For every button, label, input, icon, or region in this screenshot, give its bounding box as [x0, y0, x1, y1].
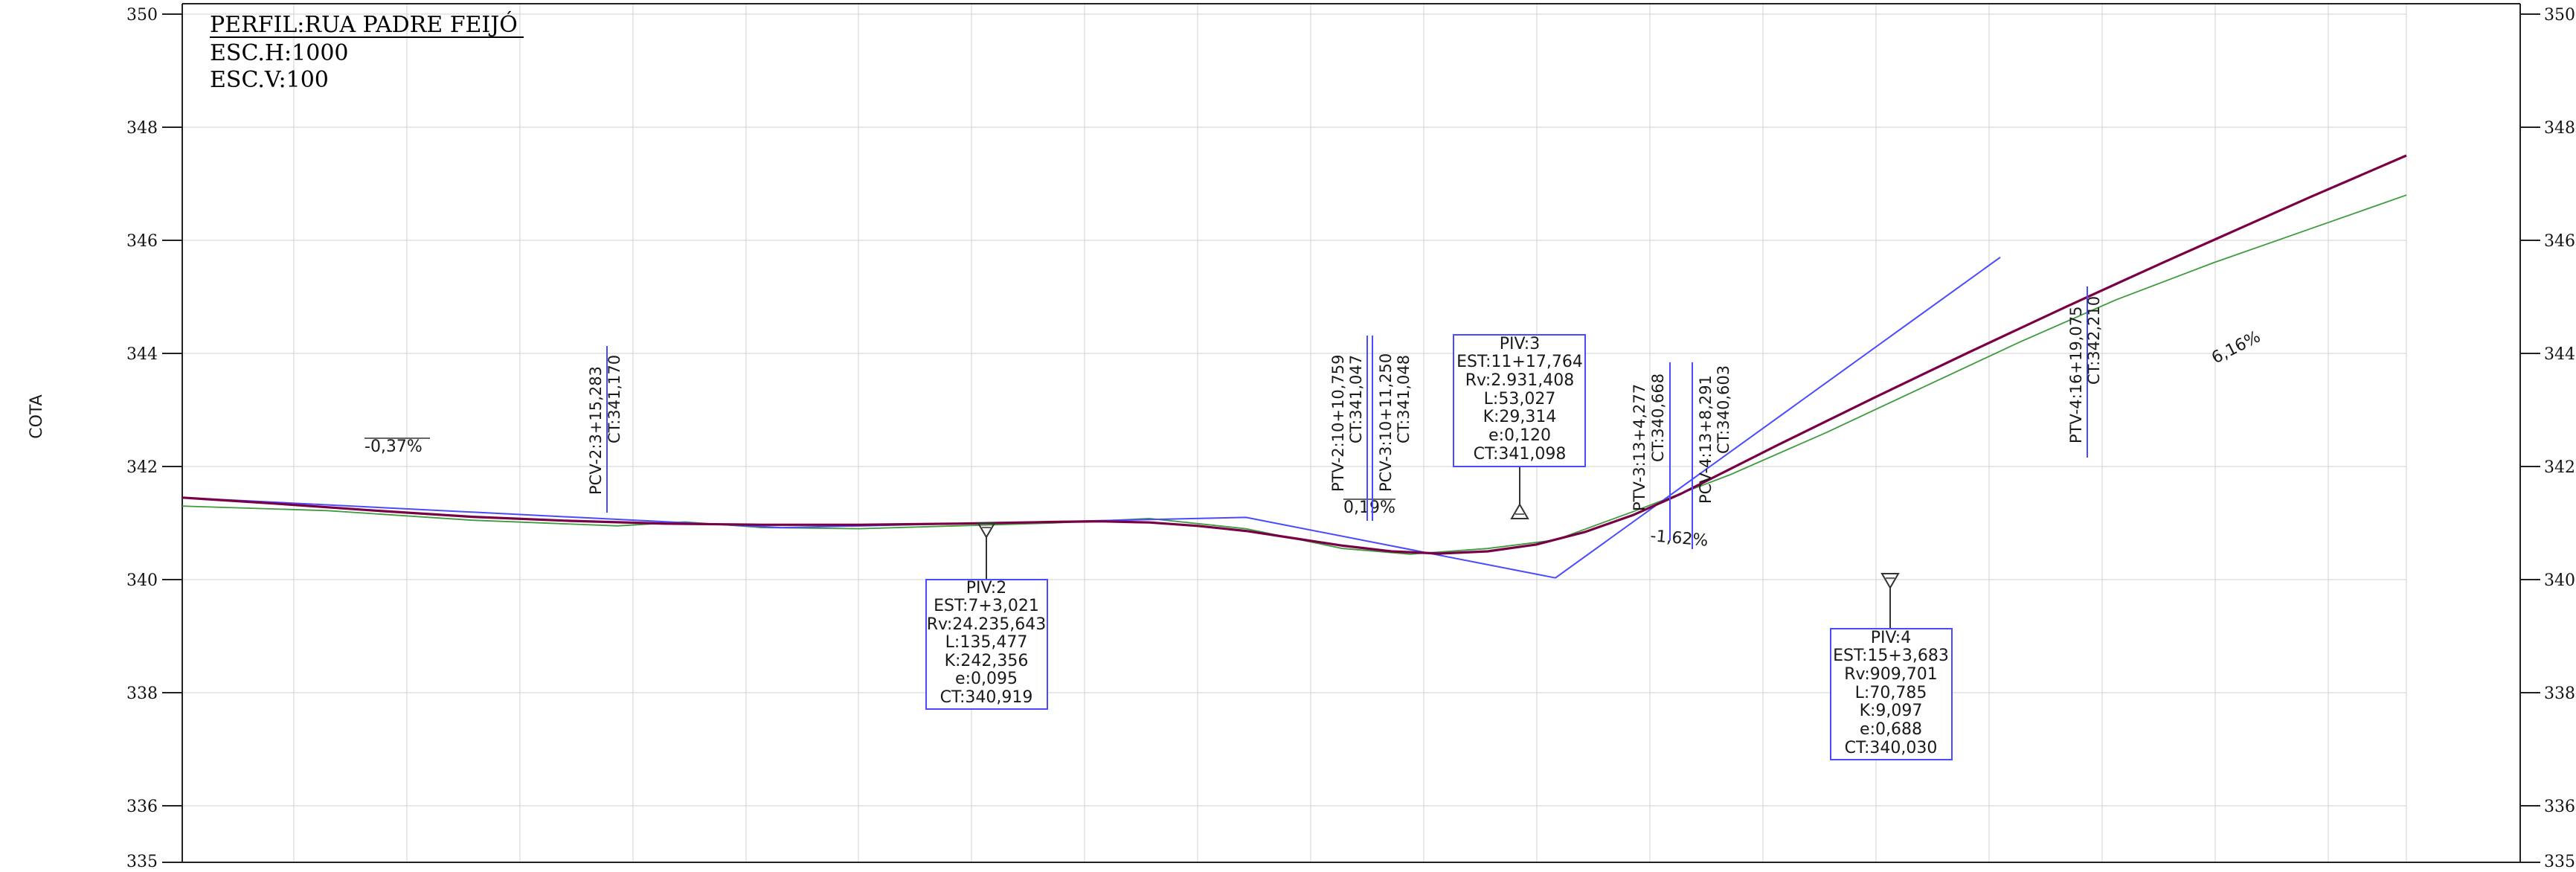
pcv2-station: PCV-2:3+15,283 [587, 366, 605, 495]
title-block: PERFIL:RUA PADRE FEIJÓ ESC.H:1000 ESC.V:… [210, 11, 524, 93]
piv4-line: L:70,785 [1855, 684, 1927, 702]
tick-label-right: 346 [2544, 232, 2575, 251]
tick-label-left: 342 [126, 458, 158, 477]
piv4-line: e:0,688 [1860, 720, 1922, 739]
piv3-box: PIV:3 EST:11+17,764 Rv:2.931,408 L:53,02… [1453, 334, 1586, 467]
ptv4-station: PTV-4:16+19,075 [2067, 307, 2085, 443]
piv3-line: EST:11+17,764 [1456, 353, 1583, 371]
tick-label-right: 342 [2544, 458, 2575, 477]
piv3-line: CT:341,098 [1474, 445, 1567, 464]
tick-label-left: 340 [126, 571, 158, 590]
piv4-line: PIV:4 [1871, 629, 1911, 647]
pcv3-elevation: CT:341,048 [1395, 355, 1413, 443]
tick-label-right: 338 [2544, 685, 2575, 703]
grade-label: -1,62% [1649, 527, 1709, 551]
tick-label-left: 346 [126, 232, 158, 251]
piv3-line: Rv:2.931,408 [1465, 371, 1574, 390]
piv2-box: PIV:2 EST:7+3,021 Rv:24.235,643 L:135,47… [925, 579, 1048, 710]
pcv2-elevation: CT:341,170 [606, 355, 623, 443]
y-axis-label: COTA [28, 394, 46, 438]
piv2-line: CT:340,919 [940, 688, 1033, 707]
grade-label: 0,19% [1343, 498, 1395, 517]
series-layer [182, 154, 2407, 579]
piv2-triangle-icon [977, 522, 996, 539]
ptv2-station: PTV-2:10+10,759 [1329, 355, 1347, 492]
piv2-line: PIV:2 [966, 579, 1006, 597]
grade-label: 6,16% [2209, 327, 2264, 368]
pcv4-station: PCV-4:13+8,291 [1697, 375, 1715, 504]
piv4-line: K:9,097 [1860, 702, 1923, 720]
piv2-box-frame [925, 579, 1048, 710]
ptv3-station: PTV-3:13+4,277 [1631, 384, 1648, 511]
tick-label-left: 348 [126, 119, 158, 138]
horizontal-scale: ESC.H:1000 [210, 40, 349, 66]
piv4-triangle-icon [1880, 573, 1900, 589]
tick-label-left: 350 [126, 6, 158, 25]
piv4-line: CT:340,030 [1845, 739, 1938, 757]
piv3-box-frame [1453, 334, 1586, 467]
ptv4-elevation: CT:342,210 [2085, 296, 2103, 385]
piv3-line: e:0,120 [1488, 426, 1551, 445]
piv2-line: e:0,095 [955, 670, 1018, 688]
grade-label: -0,37% [364, 437, 423, 456]
piv4-line: EST:15+3,683 [1833, 647, 1949, 665]
piv2-line: K:242,356 [945, 652, 1029, 670]
piv4-line: Rv:909,701 [1844, 665, 1938, 684]
piv4-box-frame [1830, 628, 1953, 760]
pcv4-elevation: CT:340,603 [1715, 365, 1732, 454]
piv2-line: Rv:24.235,643 [927, 615, 1046, 634]
piv3-line: K:29,314 [1483, 408, 1557, 426]
piv-symbols [977, 467, 1900, 629]
tick-label-right: 336 [2544, 798, 2575, 816]
tick-label-right: 348 [2544, 119, 2575, 138]
piv2-line: L:135,477 [945, 633, 1028, 652]
tick-label-left: 336 [126, 798, 158, 816]
ptv3-elevation: CT:340,668 [1649, 374, 1667, 462]
tick-label-left: 344 [126, 345, 158, 364]
drawing-title: PERFIL:RUA PADRE FEIJÓ [210, 11, 518, 38]
tick-label-right: 350 [2544, 6, 2575, 25]
piv3-line: L:53,027 [1484, 390, 1556, 408]
tangents-line [182, 256, 2001, 579]
left-axis: 350 348 346 344 342 340 338 336 335 [126, 6, 182, 871]
tick-label-right: 344 [2544, 345, 2575, 364]
ptv2-elevation: CT:341,047 [1347, 355, 1365, 443]
piv3-triangle-icon [1510, 503, 1529, 519]
piv2-line: EST:7+3,021 [934, 597, 1039, 615]
piv3-line: PIV:3 [1500, 335, 1540, 353]
curve-markers: PCV-2:3+15,283 CT:341,170 PTV-2:10+10,75… [587, 286, 2103, 549]
frame [182, 3, 2521, 863]
piv4-box: PIV:4 EST:15+3,683 Rv:909,701 L:70,785 K… [1830, 628, 1953, 760]
tick-label-left: 335 [126, 853, 158, 871]
right-axis: 350 348 346 344 342 340 338 336 335 [2520, 6, 2575, 871]
tick-label-right: 335 [2544, 853, 2575, 871]
tick-label-left: 338 [126, 685, 158, 703]
pcv3-station: PCV-3:10+11,250 [1377, 353, 1395, 492]
tick-label-right: 340 [2544, 571, 2575, 590]
vertical-scale: ESC.V:100 [210, 67, 329, 93]
design-line [182, 154, 2407, 555]
